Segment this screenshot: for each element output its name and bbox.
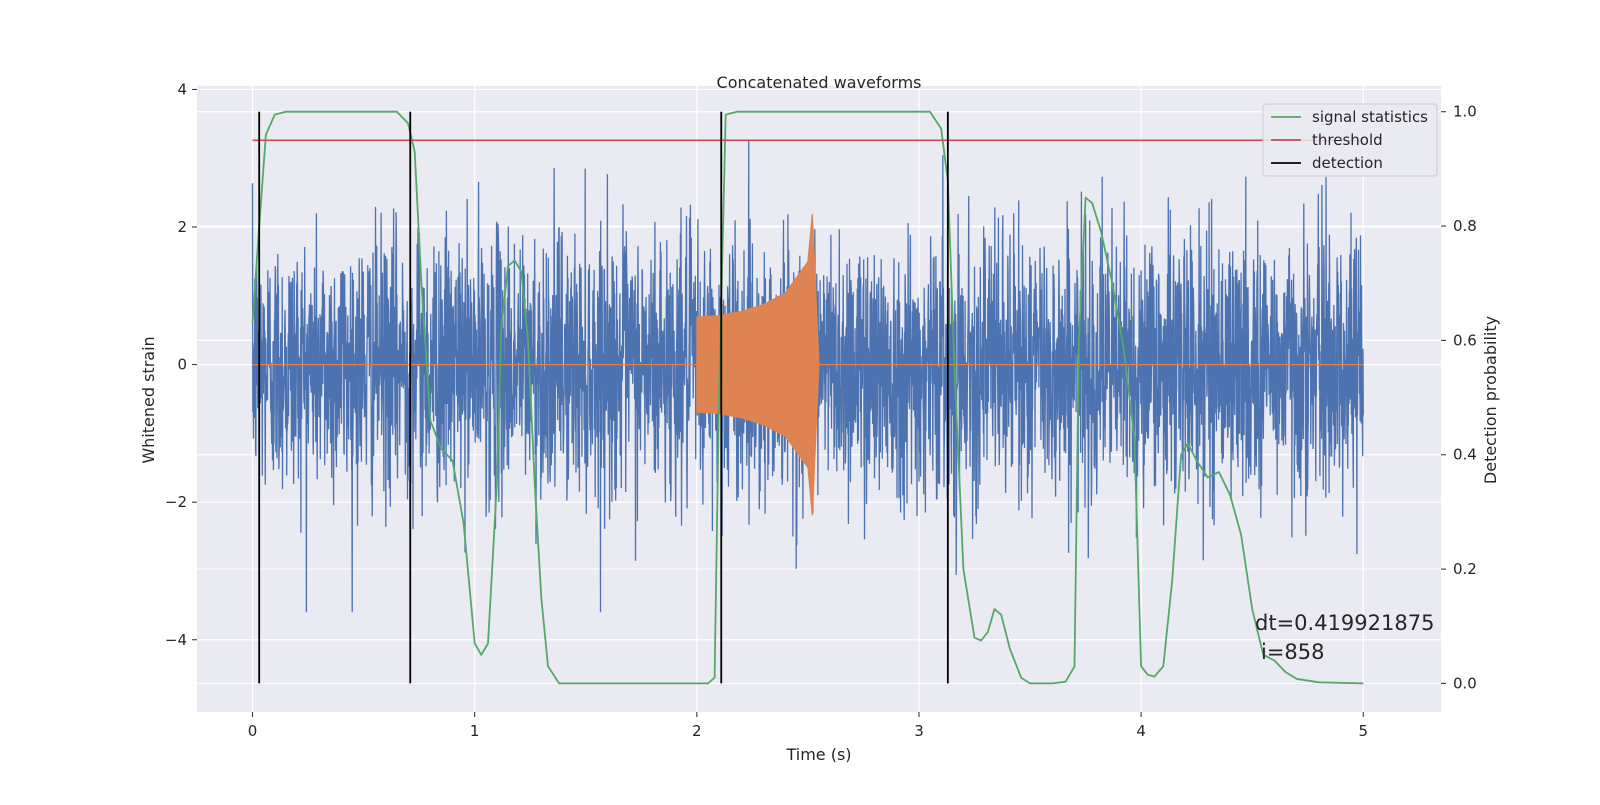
- y-tick-label: 2: [177, 218, 187, 236]
- y2-tick-label: 0.6: [1453, 331, 1477, 349]
- y2-tick-label: 1.0: [1453, 103, 1477, 121]
- signal-statistics-series: [251, 110, 1364, 685]
- grid: [197, 86, 1441, 712]
- y2-tick-label: 0.0: [1453, 674, 1477, 692]
- axis-ticks: 0 1 2 3 4 5 −4 −2 0 2 4 0.0 0.2 0.4 0.6 0.8 1.0: [165, 80, 1477, 740]
- y-tick-label: 0: [177, 356, 187, 374]
- x-tick-label: 5: [1358, 722, 1368, 740]
- legend-label-threshold: threshold: [1312, 131, 1383, 149]
- legend: signal statistics threshold detection: [1262, 103, 1438, 177]
- x-tick-label: 3: [914, 722, 924, 740]
- detection-series: [258, 111, 949, 684]
- signal-statistics-line: [251, 110, 1364, 685]
- y2-tick-label: 0.2: [1453, 560, 1477, 578]
- legend-label-detection: detection: [1312, 154, 1383, 172]
- x-tick-label: 1: [470, 722, 480, 740]
- y-tick-label: 4: [177, 80, 187, 98]
- y2-axis-label: Detection probability: [1481, 316, 1500, 484]
- x-tick-label: 4: [1136, 722, 1146, 740]
- y-tick-label: −4: [165, 631, 187, 649]
- x-tick-label: 0: [248, 722, 258, 740]
- x-tick-label: 2: [692, 722, 702, 740]
- legend-label-signal-statistics: signal statistics: [1312, 108, 1428, 126]
- x-axis-label: Time (s): [785, 745, 851, 764]
- y-axis-label: Whitened strain: [139, 336, 158, 463]
- chart-title: Concatenated waveforms: [717, 73, 922, 92]
- injection-series: [252, 213, 1364, 516]
- y2-tick-label: 0.8: [1453, 217, 1477, 235]
- injection-line: [252, 213, 1364, 516]
- y2-tick-label: 0.4: [1453, 446, 1477, 464]
- legend-frame: [1262, 103, 1438, 177]
- annotation-i: i=858: [1261, 640, 1325, 664]
- y-tick-label: −2: [165, 493, 187, 511]
- annotation-dt: dt=0.419921875: [1255, 611, 1434, 635]
